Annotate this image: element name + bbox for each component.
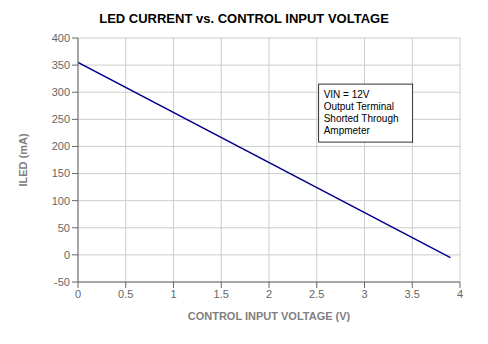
svg-text:1.5: 1.5 bbox=[214, 288, 229, 300]
svg-text:300: 300 bbox=[52, 86, 70, 98]
svg-text:VIN = 12V: VIN = 12V bbox=[324, 89, 370, 100]
svg-text:200: 200 bbox=[52, 140, 70, 152]
svg-text:50: 50 bbox=[58, 222, 70, 234]
svg-text:4: 4 bbox=[457, 288, 463, 300]
svg-text:Shorted Through: Shorted Through bbox=[324, 113, 399, 124]
svg-text:250: 250 bbox=[52, 113, 70, 125]
svg-text:Ampmeter: Ampmeter bbox=[324, 125, 371, 136]
svg-text:0: 0 bbox=[64, 249, 70, 261]
svg-text:400: 400 bbox=[52, 32, 70, 44]
svg-text:1: 1 bbox=[170, 288, 176, 300]
svg-text:3.5: 3.5 bbox=[405, 288, 420, 300]
svg-text:3: 3 bbox=[361, 288, 367, 300]
svg-text:100: 100 bbox=[52, 195, 70, 207]
svg-text:0: 0 bbox=[75, 288, 81, 300]
svg-text:CONTROL INPUT VOLTAGE (V): CONTROL INPUT VOLTAGE (V) bbox=[188, 310, 351, 322]
svg-text:2.5: 2.5 bbox=[309, 288, 324, 300]
html-text:LED CURRENT vs. CONTROL INPUT: LED CURRENT vs. CONTROL INPUT VOLTAGE bbox=[99, 11, 389, 26]
svg-text:150: 150 bbox=[52, 167, 70, 179]
svg-text:2: 2 bbox=[266, 288, 272, 300]
svg-text:Output Terminal: Output Terminal bbox=[324, 101, 394, 112]
svg-text:350: 350 bbox=[52, 59, 70, 71]
svg-text:0.5: 0.5 bbox=[118, 288, 133, 300]
svg-text:-50: -50 bbox=[54, 276, 70, 288]
svg-text:ILED (mA): ILED (mA) bbox=[17, 133, 29, 187]
